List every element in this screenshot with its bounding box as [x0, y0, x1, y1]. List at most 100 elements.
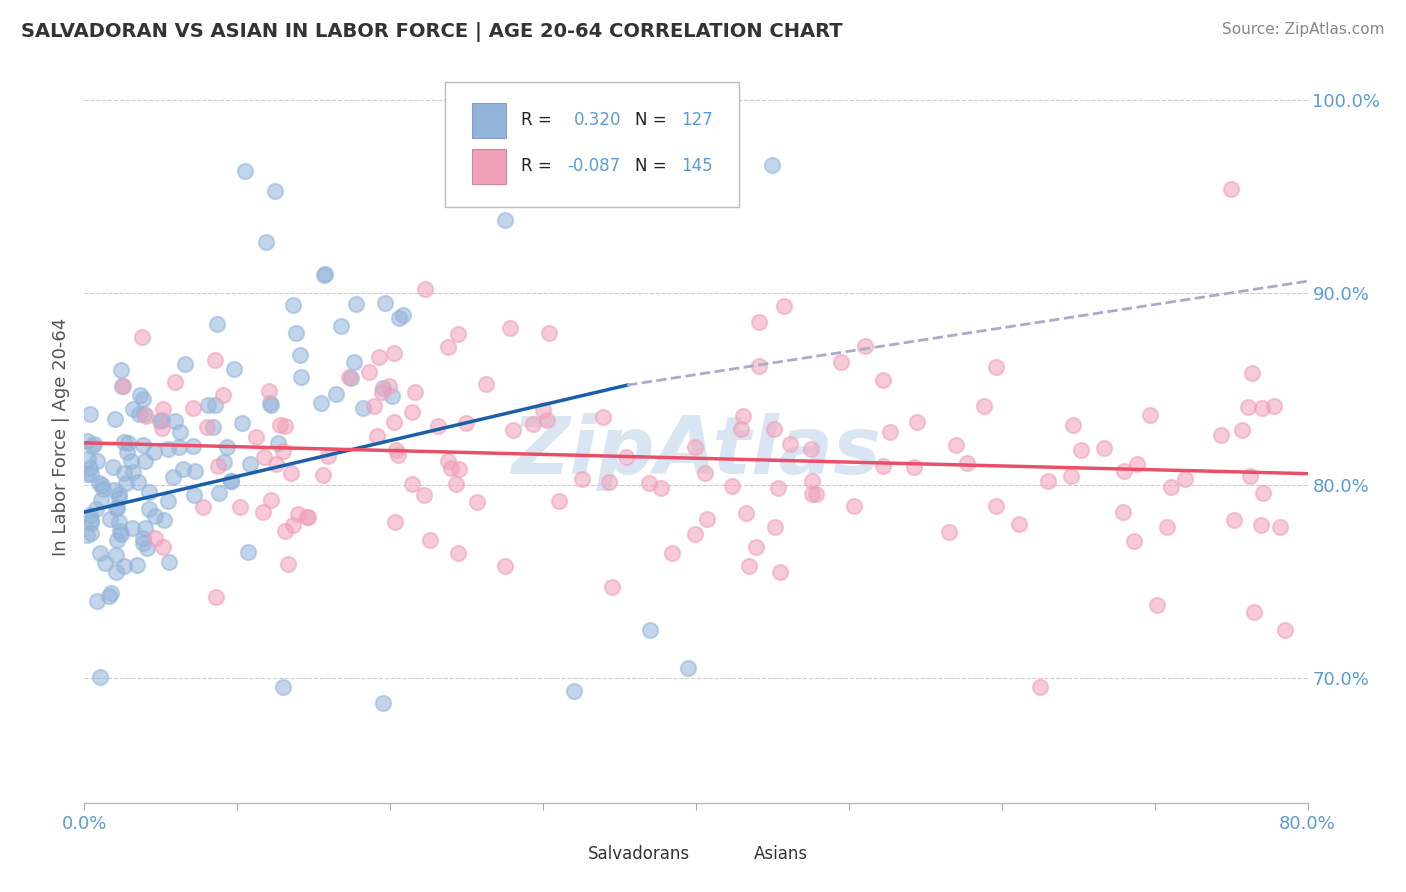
Point — [132, 407, 155, 421]
Point — [447, 462, 470, 476]
Point — [638, 623, 661, 637]
Point — [287, 508, 309, 522]
Point — [181, 401, 204, 415]
Text: N =: N = — [636, 158, 666, 176]
Point — [197, 398, 219, 412]
Point — [720, 479, 742, 493]
Point — [79, 508, 101, 522]
Point — [150, 421, 173, 435]
Point — [1230, 423, 1253, 437]
Point — [340, 371, 363, 385]
Point — [447, 546, 470, 560]
Point — [228, 500, 250, 514]
Point — [259, 396, 281, 410]
Point — [274, 419, 297, 434]
Point — [388, 311, 411, 326]
Point — [297, 509, 319, 524]
Point — [277, 557, 299, 571]
Point — [905, 415, 928, 429]
Point — [401, 405, 423, 419]
Point — [314, 268, 336, 282]
Point — [475, 377, 498, 392]
Point — [385, 442, 408, 457]
Point — [316, 449, 339, 463]
Point — [134, 454, 156, 468]
Point — [1160, 480, 1182, 494]
Point — [363, 400, 385, 414]
Point — [801, 474, 824, 488]
Point — [104, 500, 127, 515]
Point — [1250, 401, 1272, 415]
Point — [377, 379, 399, 393]
Point — [131, 330, 153, 344]
Point — [91, 482, 114, 496]
Point — [132, 536, 155, 550]
Point — [83, 437, 105, 451]
Point — [955, 456, 977, 470]
Point — [80, 467, 103, 481]
Point — [1070, 443, 1092, 458]
Point — [748, 315, 770, 329]
Point — [281, 518, 304, 533]
Point — [1240, 366, 1263, 380]
Point — [1220, 182, 1243, 196]
Point — [638, 475, 661, 490]
Point — [195, 420, 218, 434]
Text: Source: ZipAtlas.com: Source: ZipAtlas.com — [1222, 22, 1385, 37]
Point — [380, 388, 402, 402]
Point — [80, 516, 103, 530]
Point — [254, 235, 277, 250]
Text: 127: 127 — [682, 112, 713, 129]
Point — [90, 493, 112, 508]
Point — [264, 458, 287, 472]
Point — [598, 475, 620, 489]
Point — [89, 671, 111, 685]
Point — [221, 474, 243, 488]
Point — [730, 422, 752, 436]
Point — [114, 475, 136, 490]
Point — [1112, 464, 1135, 478]
Point — [678, 661, 700, 675]
Text: R =: R = — [522, 112, 551, 129]
Point — [259, 492, 281, 507]
Point — [330, 318, 353, 333]
Point — [413, 488, 436, 502]
Point — [239, 458, 262, 472]
Point — [111, 379, 134, 393]
Point — [1236, 400, 1258, 414]
Point — [205, 317, 228, 331]
Point — [76, 528, 98, 542]
Point — [844, 499, 866, 513]
Point — [253, 450, 276, 464]
Point — [1263, 399, 1285, 413]
Point — [357, 365, 380, 379]
Point — [592, 410, 614, 425]
Point — [779, 436, 801, 450]
Text: -0.087: -0.087 — [568, 158, 620, 176]
Point — [538, 326, 561, 341]
Point — [115, 445, 138, 459]
Point — [763, 422, 786, 436]
Point — [536, 412, 558, 426]
Point — [696, 512, 718, 526]
Point — [973, 399, 995, 413]
Point — [224, 361, 246, 376]
Point — [211, 388, 233, 402]
Point — [100, 586, 122, 600]
Point — [274, 524, 297, 538]
Point — [79, 526, 101, 541]
Point — [132, 438, 155, 452]
Point — [86, 594, 108, 608]
Point — [215, 440, 238, 454]
Point — [105, 565, 128, 579]
Point — [366, 429, 388, 443]
Point — [440, 461, 463, 475]
Point — [1251, 486, 1274, 500]
Point — [108, 524, 131, 539]
Point — [1126, 457, 1149, 471]
Point — [120, 454, 142, 468]
Point — [110, 363, 132, 377]
Point — [371, 382, 394, 396]
Point — [616, 174, 638, 188]
Point — [101, 460, 124, 475]
